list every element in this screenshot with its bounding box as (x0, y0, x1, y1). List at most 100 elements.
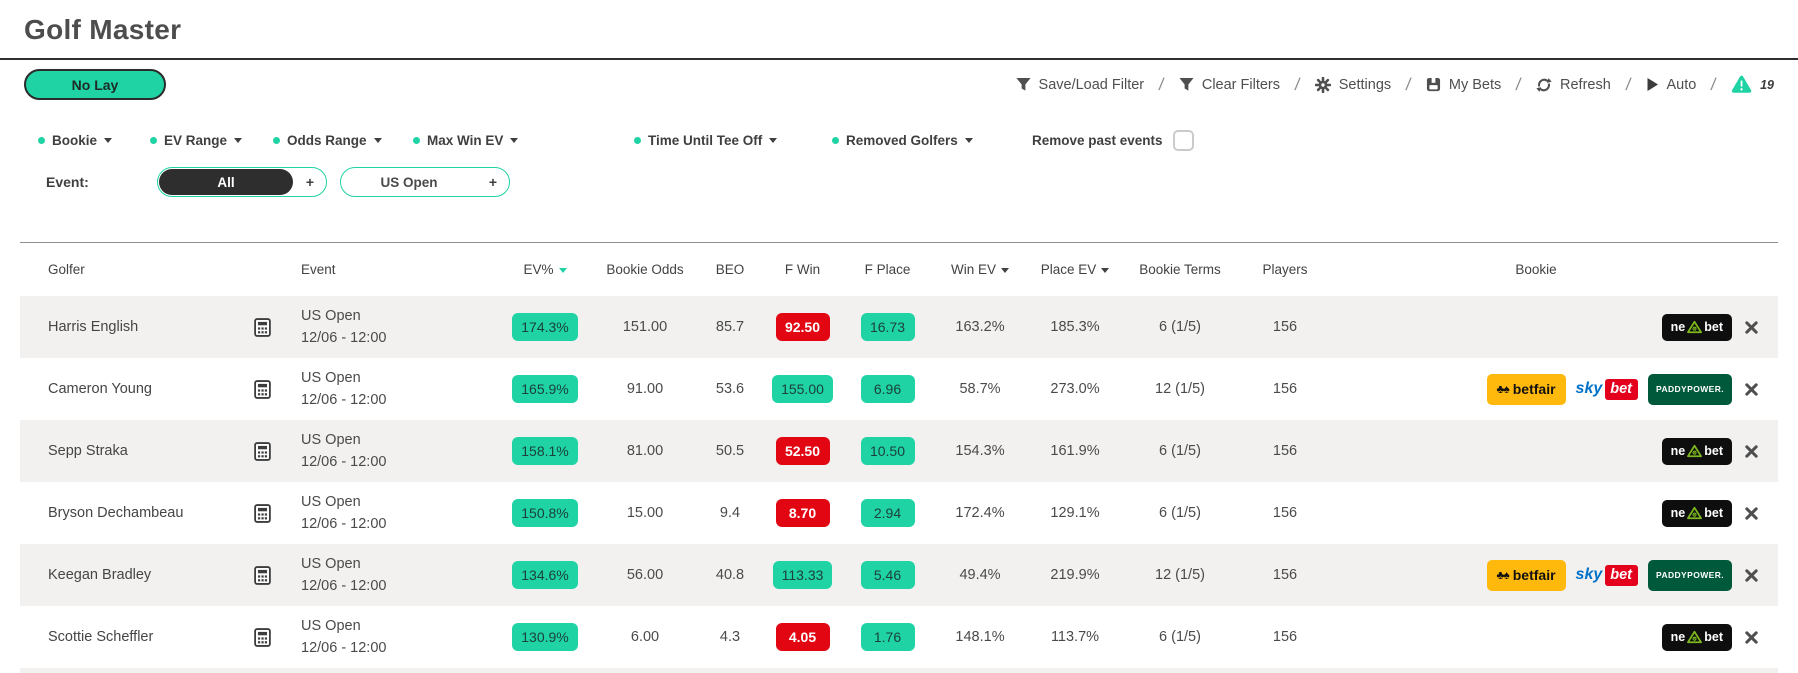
win-ev-value: 172.4% (955, 505, 1005, 521)
bookie-logo-neobet[interactable]: ne bet (1661, 437, 1732, 465)
filter-odds-range[interactable]: Odds Range (273, 133, 413, 148)
auto-button[interactable]: Auto (1646, 77, 1696, 93)
place-ev-value: 273.0% (1050, 381, 1100, 397)
betfair-marks-icon: ♣♠ (1496, 382, 1510, 396)
close-icon (1745, 320, 1758, 334)
filter-ev-range[interactable]: EV Range (150, 133, 273, 148)
neobet-triangle-icon (1687, 320, 1703, 334)
calculator-icon (254, 317, 271, 337)
chevron-down-icon (510, 138, 519, 143)
calculator-button[interactable] (252, 564, 273, 587)
event-name: US Open (301, 618, 361, 634)
filter-max-win-ev[interactable]: Max Win EV (413, 133, 634, 148)
settings-button[interactable]: Settings (1314, 76, 1391, 93)
table-header: Golfer Event EV% Bookie Odds BEO F Win F… (20, 243, 1778, 296)
bookie-logo-neobet[interactable]: ne bet (1661, 499, 1732, 527)
f-win-badge: 52.50 (775, 437, 830, 465)
remove-row-button[interactable] (1742, 442, 1761, 461)
event-datetime: 12/06 - 12:00 (301, 516, 387, 532)
golfer-name: Cameron Young (48, 381, 152, 397)
f-place-badge: 2.94 (860, 499, 915, 527)
ev-percent-badge: 174.3% (512, 313, 578, 341)
plus-icon[interactable]: + (488, 174, 498, 190)
bookie-logo-paddypower[interactable]: PADDYPOWER. (1648, 373, 1732, 405)
remove-past-events-checkbox[interactable] (1172, 129, 1194, 151)
remove-row-button[interactable] (1742, 380, 1761, 399)
calculator-icon (254, 379, 271, 399)
bookie-logo-paddypower[interactable]: PADDYPOWER. (1648, 559, 1732, 591)
header-ev-percent-sort[interactable]: EV% (500, 262, 590, 277)
bookie-logos: ne bet (1330, 313, 1742, 341)
calculator-button[interactable] (252, 502, 273, 525)
bookie-logos: ♣♠ betfair sky bet PADDYPOWER. (1330, 373, 1742, 405)
alerts-indicator[interactable]: 19 (1731, 75, 1774, 94)
bookie-logo-neobet[interactable]: ne bet (1661, 313, 1732, 341)
remove-row-button[interactable] (1742, 504, 1761, 523)
close-icon (1745, 630, 1758, 644)
place-ev-value: 185.3% (1050, 319, 1100, 335)
event-name: US Open (301, 432, 361, 448)
bookie-terms-value: 6 (1/5) (1159, 443, 1201, 459)
filter-bookie[interactable]: Bookie (38, 133, 150, 148)
filter-time-until-tee-off[interactable]: Time Until Tee Off (634, 133, 832, 148)
header-beo: BEO (715, 262, 745, 277)
calculator-button[interactable] (252, 626, 273, 649)
golfer-name: Sepp Straka (48, 443, 128, 459)
bookie-logo-neobet[interactable]: ne bet (1661, 623, 1732, 651)
f-win-badge: 8.70 (775, 499, 830, 527)
calculator-button[interactable] (252, 316, 273, 339)
calculator-icon (254, 441, 271, 461)
remove-row-button[interactable] (1742, 628, 1761, 647)
f-place-badge: 5.46 (860, 561, 915, 589)
header-place-ev-sort[interactable]: Place EV (1030, 262, 1120, 277)
sort-desc-icon (1001, 268, 1009, 273)
bookie-logo-betfair[interactable]: ♣♠ betfair (1486, 559, 1566, 591)
toolbar: Save/Load Filter / Clear Filters / (1016, 75, 1774, 95)
bookie-odds-value: 15.00 (626, 505, 664, 521)
filter-icon (1016, 77, 1031, 91)
event-pill-all[interactable]: All + (157, 167, 327, 197)
betfair-marks-icon: ♣♠ (1496, 568, 1510, 582)
header-event: Event (301, 262, 336, 277)
event-datetime: 12/06 - 12:00 (301, 578, 387, 594)
bookie-logo-betfair[interactable]: ♣♠ betfair (1486, 373, 1566, 405)
bookie-logo-skybet[interactable]: sky bet (1574, 378, 1640, 400)
event-pill-all-selected: All (159, 169, 293, 195)
table-row: Sepp Straka US Open 12/06 - 12:00 158.1%… (20, 420, 1778, 482)
remove-row-button[interactable] (1742, 318, 1761, 337)
header-win-ev-sort[interactable]: Win EV (930, 262, 1030, 277)
neobet-triangle-icon (1687, 506, 1703, 520)
play-icon (1647, 78, 1658, 91)
bookie-terms-value: 12 (1/5) (1155, 567, 1205, 583)
teal-dot-icon (38, 136, 45, 144)
refresh-button[interactable]: Refresh (1536, 77, 1611, 93)
chevron-down-icon (769, 138, 778, 143)
toolbar-separator: / (1404, 74, 1413, 94)
header-bookie: Bookie (1515, 262, 1557, 277)
calculator-icon (254, 627, 271, 647)
bookie-logos: ne bet (1330, 623, 1742, 651)
calculator-icon (254, 565, 271, 585)
toolbar-separator: / (1515, 74, 1523, 94)
no-lay-toggle[interactable]: No Lay (24, 69, 166, 100)
plus-icon[interactable]: + (305, 174, 315, 190)
beo-value: 85.7 (715, 319, 745, 335)
f-win-badge: 155.00 (772, 375, 833, 403)
warning-icon (1731, 75, 1752, 93)
save-load-filter-button[interactable]: Save/Load Filter (1016, 77, 1144, 93)
table-row: Harris English US Open 12/06 - 12:00 174… (20, 296, 1778, 358)
header-f-win: F Win (784, 262, 821, 277)
filter-removed-golfers[interactable]: Removed Golfers (832, 133, 1032, 148)
neobet-triangle-icon (1687, 630, 1703, 644)
divider (20, 242, 1778, 243)
bookie-logo-skybet[interactable]: sky bet (1574, 564, 1640, 586)
calculator-button[interactable] (252, 378, 273, 401)
calculator-button[interactable] (252, 440, 273, 463)
my-bets-button[interactable]: My Bets (1426, 77, 1501, 93)
teal-dot-icon (634, 136, 641, 144)
clear-filters-button[interactable]: Clear Filters (1179, 77, 1280, 93)
event-pill-us-open[interactable]: US Open + (340, 167, 510, 197)
teal-dot-icon (150, 136, 157, 144)
remove-row-button[interactable] (1742, 566, 1761, 585)
